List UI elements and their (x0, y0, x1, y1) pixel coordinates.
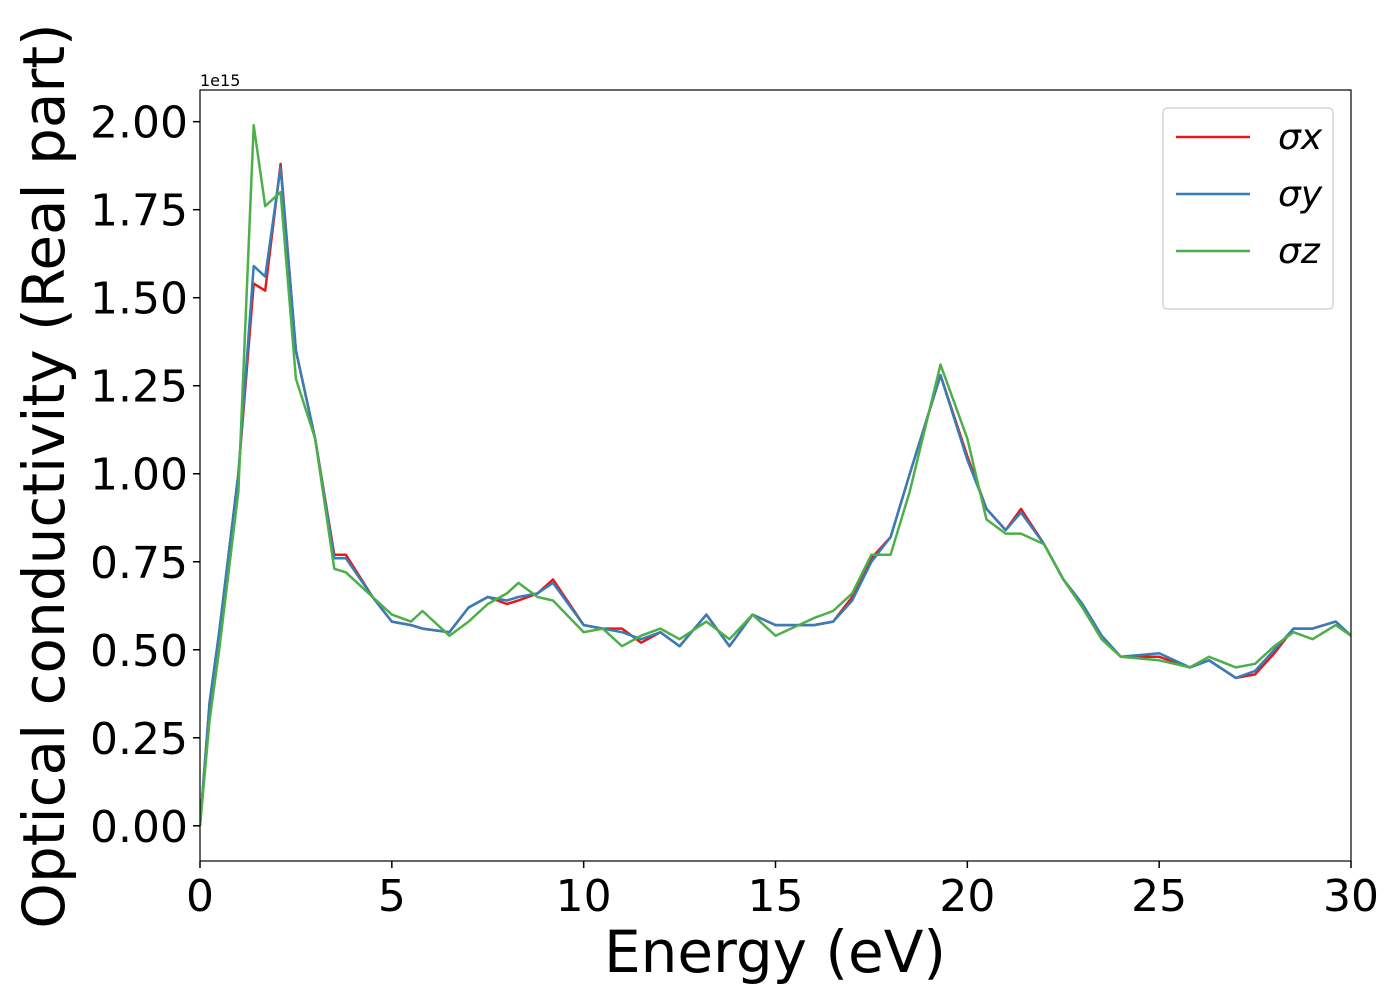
y-tick-label: 1.25 (90, 362, 188, 413)
plot-frame (199, 89, 1352, 862)
series-line (200, 123, 1351, 826)
x-tick-label: 20 (939, 871, 995, 922)
y-tick-label: 0.75 (90, 538, 188, 589)
y-tick-label: 0.50 (90, 626, 188, 677)
y-tick-label: 1.00 (90, 450, 188, 501)
x-tick-label: 15 (748, 871, 804, 922)
x-tick-label: 0 (186, 871, 214, 922)
x-axis-label: Energy (eV) (604, 918, 946, 986)
legend-label: σy (1278, 174, 1323, 215)
x-tick-label: 30 (1323, 871, 1379, 922)
y-tick-label: 1.75 (90, 186, 188, 237)
y-tick-label: 2.00 (90, 98, 188, 149)
legend-label: σz (1278, 231, 1321, 272)
y-offset-label: 1e15 (200, 71, 240, 90)
x-tick-label: 5 (378, 871, 406, 922)
y-tick-label: 0.00 (90, 802, 188, 853)
legend-box (1162, 107, 1334, 310)
x-tick-label: 25 (1131, 871, 1187, 922)
x-tick-label: 10 (556, 871, 612, 922)
y-tick-label: 0.25 (90, 714, 188, 765)
y-axis-label: Optical conductivity (Real part) (10, 23, 78, 928)
y-tick-label: 1.50 (90, 274, 188, 325)
legend-label: σx (1278, 117, 1323, 158)
